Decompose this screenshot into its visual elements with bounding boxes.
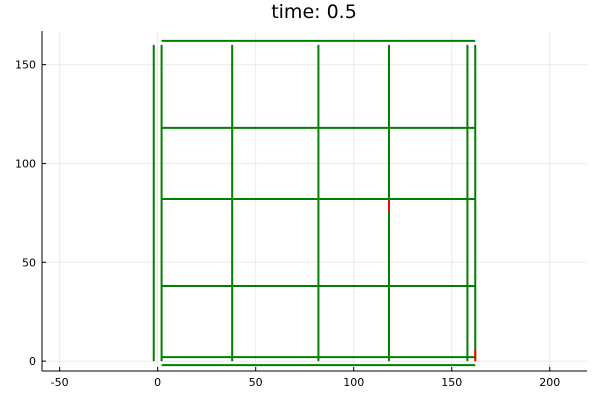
plot-marks [152,39,477,367]
chart-title: time: 0.5 [271,1,357,23]
x-tick-label: 50 [249,376,263,389]
y-tick-label: 100 [15,157,36,170]
x-tick-label: 100 [343,376,364,389]
y-tick-label: 150 [15,59,36,72]
x-ticks: -50 0 50 100 150 200 [51,367,560,389]
grid-lines [42,31,587,371]
y-tick-label: 0 [29,355,36,368]
axes [41,31,587,372]
y-tick-label: 50 [22,256,36,269]
x-tick-label: 150 [441,376,462,389]
x-tick-label: -50 [51,376,69,389]
y-ticks: 0 50 100 150 [15,59,46,368]
x-tick-label: 200 [539,376,560,389]
x-tick-label: 0 [154,376,161,389]
